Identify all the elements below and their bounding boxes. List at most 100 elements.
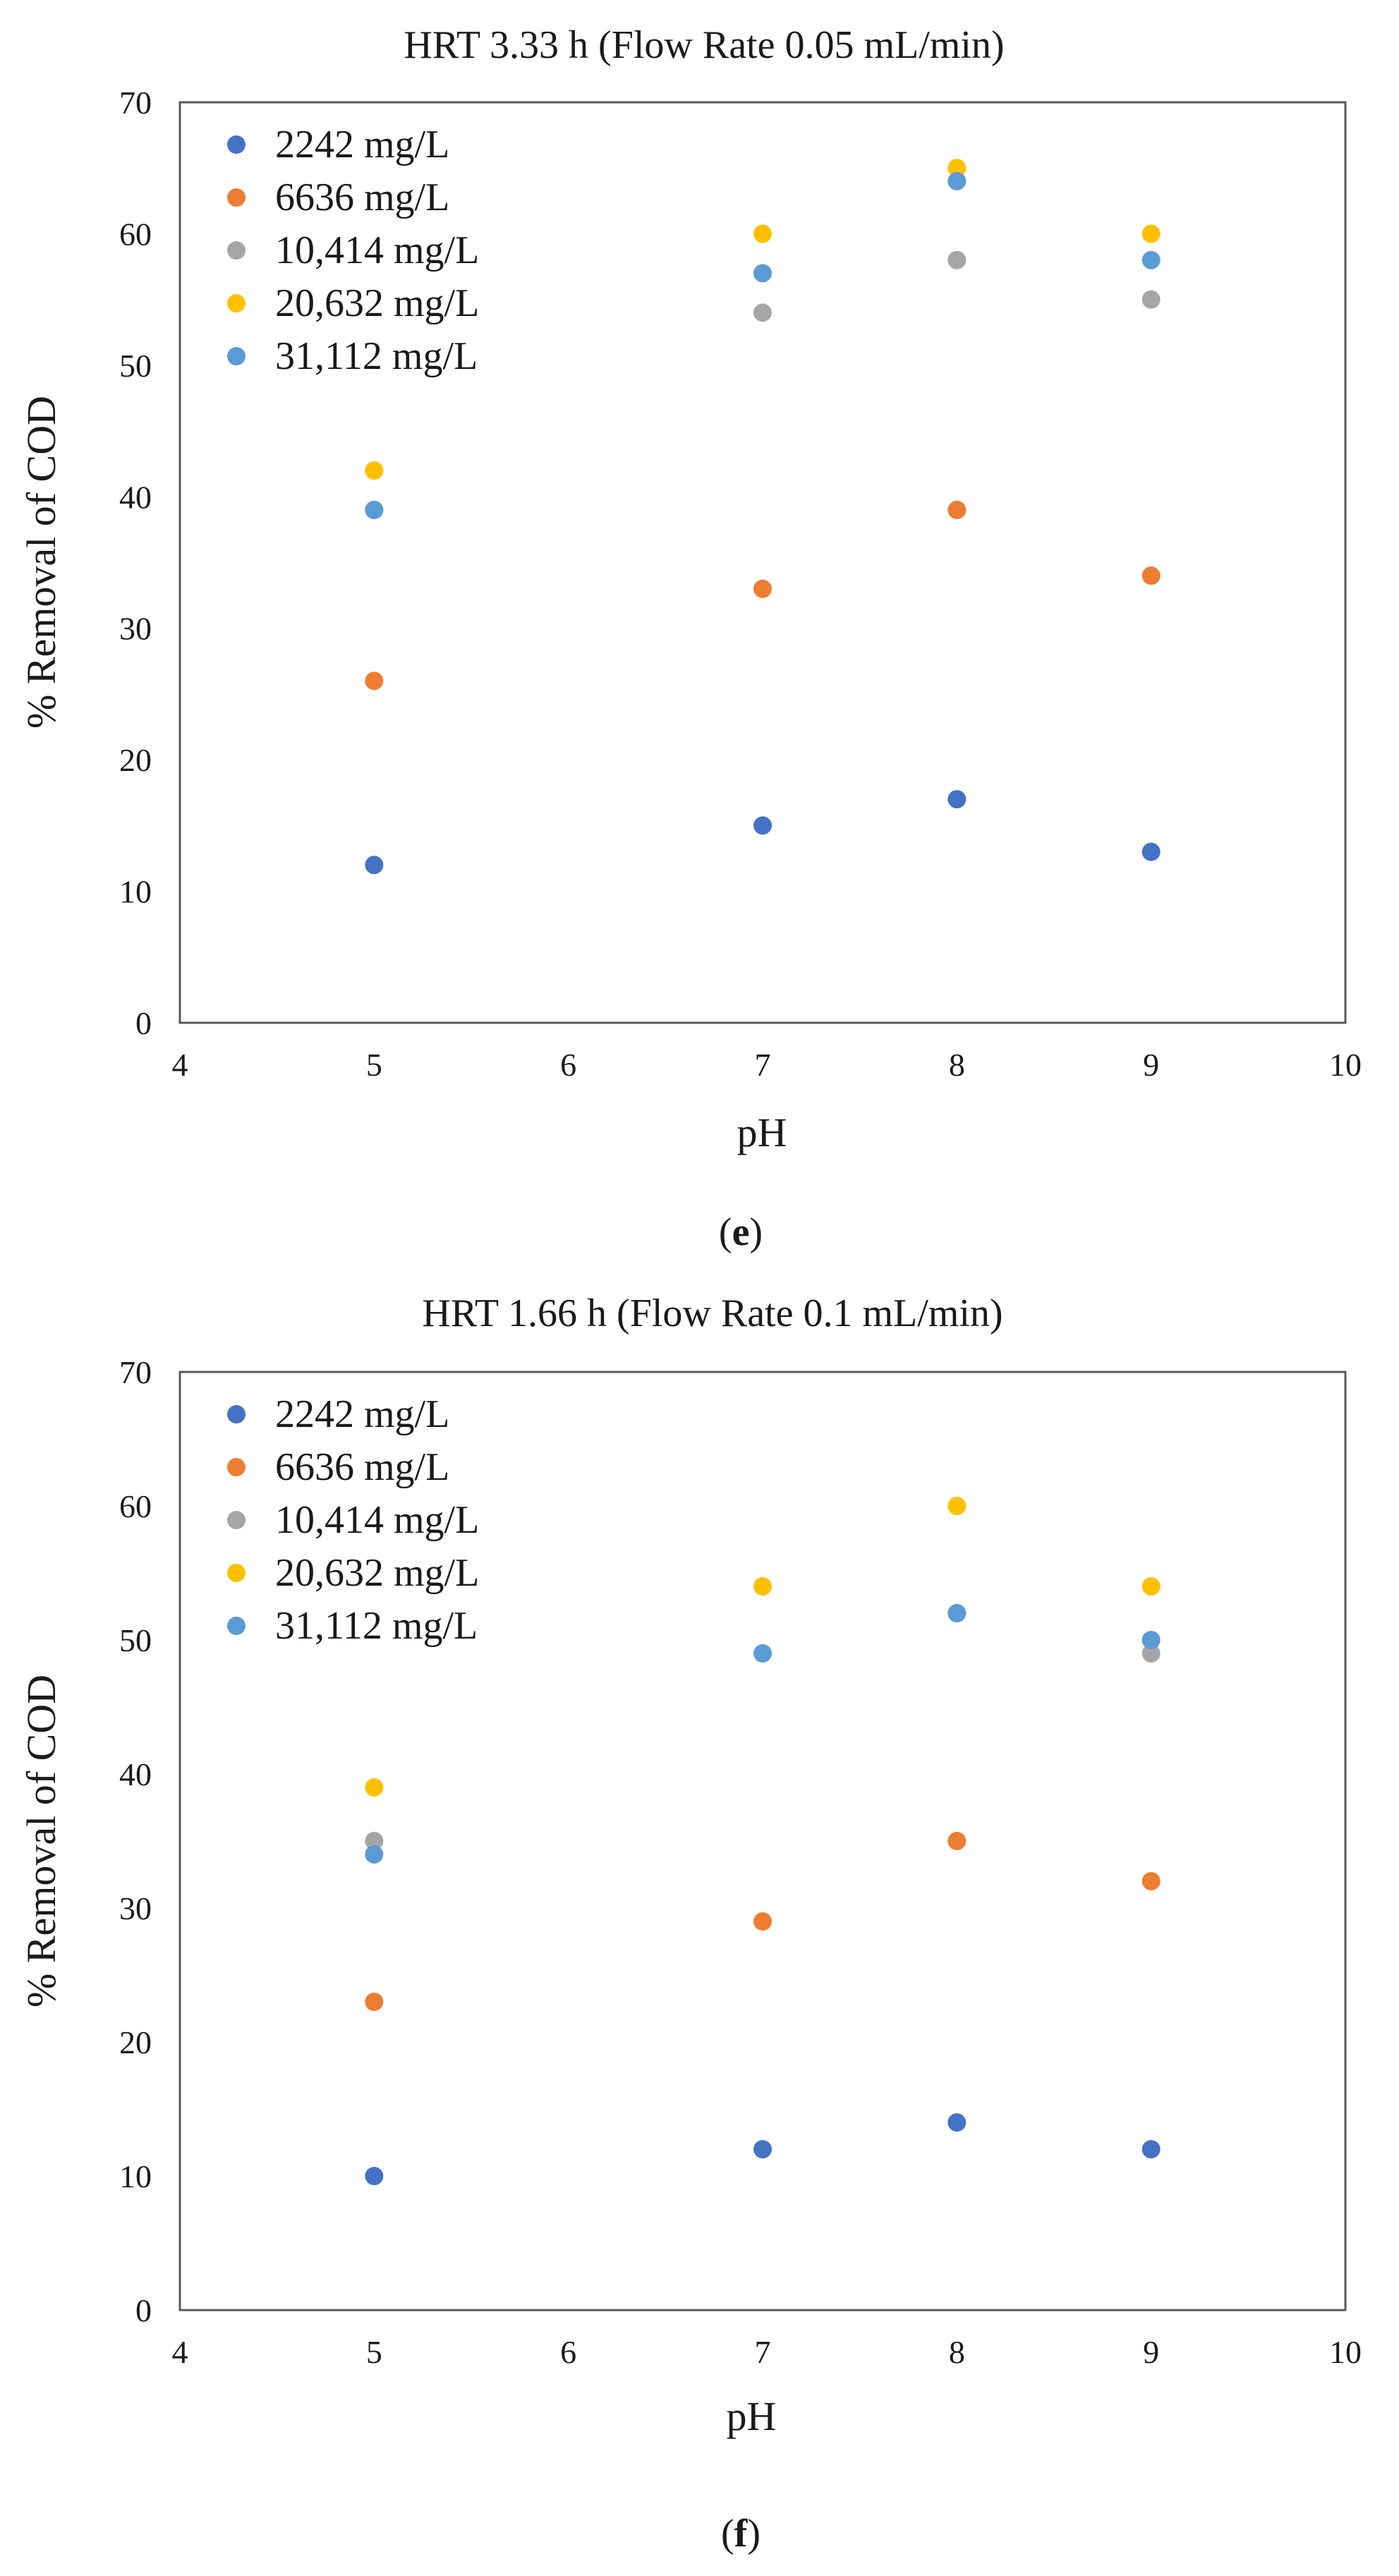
data-point-series-3	[753, 224, 772, 243]
y-tick-label: 60	[119, 216, 152, 252]
y-tick-labels: 0 10 20 30 40 50 60 70	[119, 85, 152, 1041]
legend-label: 31,112 mg/L	[275, 334, 478, 378]
data-point-series-0	[947, 2113, 967, 2132]
x-tick-label: 4	[172, 1047, 188, 1083]
data-point-series-3	[753, 1577, 772, 1596]
legend-marker	[227, 1617, 246, 1635]
chart-title: HRT 1.66 h (Flow Rate 0.1 mL/min)	[422, 1292, 1003, 1335]
chart-panel-f: HRT 1.66 h (Flow Rate 0.1 mL/min) 4 5 6 7 8 9…	[18, 1292, 1362, 2556]
legend-marker	[227, 135, 246, 154]
data-point-series-0	[753, 816, 772, 835]
legend-label: 10,414 mg/L	[275, 229, 479, 272]
data-point-series-3	[1141, 224, 1161, 243]
y-axis-label: % Removal of COD	[18, 1675, 64, 2007]
data-point-series-4	[365, 500, 384, 519]
legend: 2242 mg/L 6636 mg/L 10,414 mg/L 20,632 mg/L…	[227, 123, 479, 378]
data-point-series-4	[947, 171, 967, 190]
y-axis-label: % Removal of COD	[18, 396, 64, 729]
y-tick-label: 50	[119, 1622, 152, 1658]
data-point-series-4	[365, 1845, 384, 1864]
y-tick-label: 10	[119, 2158, 152, 2194]
y-tick-label: 50	[119, 348, 152, 384]
legend-marker	[227, 347, 246, 365]
x-tick-label: 7	[755, 2334, 771, 2370]
data-point-series-1	[365, 672, 384, 691]
data-point-series-3	[365, 1778, 384, 1797]
legend-label: 31,112 mg/L	[275, 1604, 478, 1648]
panel-caption: (f)	[721, 2512, 761, 2556]
x-tick-labels: 4 5 6 7 8 9 10	[172, 2334, 1362, 2370]
y-tick-label: 70	[119, 85, 152, 121]
data-point-series-2	[365, 1832, 384, 1850]
y-tick-label: 10	[119, 874, 152, 910]
plot-area-frame	[178, 101, 1347, 1024]
data-point-series-1	[753, 579, 772, 598]
y-tick-labels: 0 10 20 30 40 50 60 70	[119, 1354, 152, 2328]
panel-caption: (e)	[719, 1210, 763, 1254]
chart-panel-e: HRT 3.33 h (Flow Rate 0.05 mL/min) 4 5 6 7 8…	[18, 23, 1362, 1254]
x-tick-label: 10	[1329, 2334, 1362, 2370]
y-tick-label: 40	[119, 1756, 152, 1792]
y-tick-label: 0	[135, 1005, 152, 1041]
data-point-series-1	[365, 1993, 384, 2011]
x-axis-label: pH	[727, 2393, 777, 2439]
data-point-series-4	[1141, 1631, 1161, 1649]
data-point-series-0	[1141, 2140, 1161, 2158]
y-tick-label: 70	[119, 1354, 152, 1390]
x-tick-label: 6	[560, 2334, 576, 2370]
y-tick-label: 60	[119, 1488, 152, 1524]
legend-label: 20,632 mg/L	[275, 1551, 479, 1595]
data-point-series-2	[1141, 290, 1161, 309]
x-tick-label: 7	[755, 1047, 771, 1083]
legend-marker	[227, 294, 246, 312]
legend-label: 6636 mg/L	[275, 176, 449, 219]
legend-label: 6636 mg/L	[275, 1445, 449, 1489]
x-tick-label: 5	[366, 2334, 382, 2370]
y-tick-label: 20	[119, 742, 152, 778]
x-tick-label: 9	[1143, 1047, 1159, 1083]
chart-title: HRT 3.33 h (Flow Rate 0.05 mL/min)	[404, 23, 1004, 67]
data-point-series-4	[753, 1644, 772, 1663]
data-point-series-3	[947, 159, 967, 178]
x-tick-label: 9	[1143, 2334, 1159, 2370]
caption-letter: f	[734, 2512, 749, 2556]
data-point-series-0	[753, 2140, 772, 2158]
data-point-series-1	[947, 500, 967, 519]
legend-marker	[227, 1405, 246, 1423]
legend-label: 2242 mg/L	[275, 123, 449, 166]
legend-marker	[227, 188, 246, 207]
x-tick-label: 8	[949, 2334, 965, 2370]
x-tick-label: 4	[172, 2334, 188, 2370]
data-point-series-2	[1141, 1644, 1161, 1663]
data-point-series-0	[365, 2167, 384, 2185]
x-tick-label: 5	[366, 1047, 382, 1083]
data-point-series-4	[947, 1604, 967, 1622]
data-point-series-1	[1141, 566, 1161, 585]
data-point-series-1	[1141, 1872, 1161, 1890]
data-point-series-0	[947, 790, 967, 809]
data-point-series-0	[1141, 842, 1161, 861]
data-point-series-1	[947, 1832, 967, 1850]
legend-marker	[227, 1564, 246, 1582]
y-tick-label: 20	[119, 2024, 152, 2060]
y-tick-label: 40	[119, 479, 152, 515]
data-point-series-3	[947, 1497, 967, 1515]
data-point-series-4	[753, 264, 772, 283]
data-point-series-3	[365, 461, 384, 480]
x-axis-label: pH	[737, 1110, 787, 1155]
data-points	[365, 1497, 1161, 2185]
legend-marker	[227, 241, 246, 260]
x-tick-label: 6	[560, 1047, 576, 1083]
data-point-series-1	[753, 1912, 772, 1931]
x-tick-label: 10	[1329, 1047, 1362, 1083]
legend-label: 10,414 mg/L	[275, 1498, 479, 1542]
y-tick-label: 0	[135, 2292, 152, 2328]
caption-letter: e	[732, 1210, 750, 1254]
y-tick-label: 30	[119, 1890, 152, 1926]
data-point-series-0	[365, 856, 384, 875]
data-point-series-2	[753, 303, 772, 322]
data-point-series-2	[947, 250, 967, 269]
legend: 2242 mg/L 6636 mg/L 10,414 mg/L 20,632 mg/L…	[227, 1392, 479, 1648]
x-tick-label: 8	[949, 1047, 965, 1083]
